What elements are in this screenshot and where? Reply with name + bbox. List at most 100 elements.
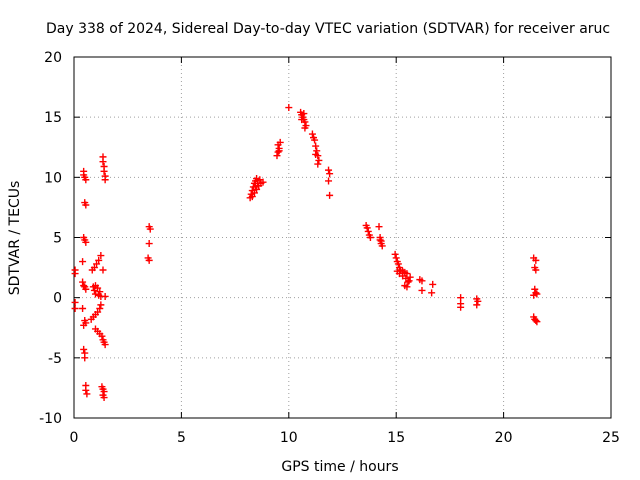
data-point-marker bbox=[80, 282, 88, 290]
data-point-marker bbox=[99, 158, 107, 166]
data-point-marker bbox=[80, 321, 88, 329]
data-point-marker bbox=[80, 345, 88, 353]
x-tick-label: 20 bbox=[495, 430, 513, 446]
x-tick-label: 5 bbox=[177, 430, 186, 446]
data-point-marker bbox=[252, 183, 260, 191]
x-axis-label: GPS time / hours bbox=[281, 459, 398, 475]
data-point-marker bbox=[71, 270, 79, 278]
data-point-marker bbox=[298, 116, 306, 124]
data-point-marker bbox=[308, 130, 316, 138]
data-point-marker bbox=[533, 290, 541, 298]
data-point-marker bbox=[99, 266, 107, 274]
data-point-marker bbox=[254, 179, 262, 187]
data-point-marker bbox=[79, 278, 87, 286]
data-point-marker bbox=[532, 266, 540, 274]
data-point-marker bbox=[326, 170, 334, 178]
data-point-marker bbox=[96, 304, 104, 312]
y-axis-label: SDTVAR / TECUs bbox=[7, 181, 23, 296]
data-point-marker bbox=[100, 167, 108, 175]
data-point-marker bbox=[146, 225, 154, 233]
data-point-marker bbox=[253, 175, 261, 183]
chart-title: Day 338 of 2024, Sidereal Day-to-day VTE… bbox=[46, 21, 610, 37]
data-point-marker bbox=[90, 286, 98, 294]
data-point-marker bbox=[98, 332, 106, 340]
data-point-marker bbox=[311, 136, 319, 144]
data-point-marker bbox=[101, 341, 109, 349]
data-point-marker bbox=[95, 256, 103, 264]
data-point-marker bbox=[256, 176, 264, 184]
data-point-marker bbox=[532, 256, 540, 264]
data-point-marker bbox=[273, 152, 281, 160]
x-tick-label: 0 bbox=[70, 430, 79, 446]
data-point-marker bbox=[375, 223, 383, 231]
x-tick-label: 15 bbox=[387, 430, 405, 446]
data-point-marker bbox=[325, 166, 333, 174]
x-tick-label: 25 bbox=[602, 430, 620, 446]
y-tick-label: 5 bbox=[53, 231, 62, 247]
data-point-marker bbox=[314, 160, 322, 168]
y-tick-label: 0 bbox=[53, 291, 62, 307]
data-point-marker bbox=[93, 260, 101, 268]
data-point-marker bbox=[82, 201, 90, 209]
data-point-marker bbox=[532, 317, 540, 325]
data-point-marker bbox=[363, 224, 371, 232]
data-point-marker bbox=[406, 273, 414, 281]
data-point-marker bbox=[457, 294, 465, 302]
data-point-marker bbox=[473, 301, 481, 309]
data-point-marker bbox=[90, 264, 98, 272]
data-point-marker bbox=[312, 142, 320, 150]
data-point-marker bbox=[145, 240, 153, 248]
data-point-marker bbox=[429, 280, 437, 288]
data-point-marker bbox=[82, 238, 90, 246]
data-point-marker bbox=[312, 150, 320, 158]
data-point-marker bbox=[531, 285, 539, 293]
data-point-marker bbox=[79, 258, 87, 266]
data-point-marker bbox=[405, 277, 413, 285]
data-point-marker bbox=[376, 236, 384, 244]
y-tick-label: 10 bbox=[44, 170, 62, 186]
data-point-marker bbox=[145, 256, 153, 264]
data-point-marker bbox=[101, 292, 109, 300]
data-point-marker bbox=[82, 285, 90, 293]
data-point-marker bbox=[403, 270, 411, 278]
data-point-marker bbox=[364, 227, 372, 235]
data-point-marker bbox=[94, 308, 102, 316]
data-point-marker bbox=[392, 254, 400, 262]
marker-layer bbox=[71, 104, 541, 402]
data-point-marker bbox=[97, 252, 105, 260]
data-point-marker bbox=[82, 176, 90, 184]
grid-layer bbox=[74, 57, 611, 418]
data-point-marker bbox=[325, 177, 333, 185]
data-point-marker bbox=[530, 291, 538, 299]
data-point-marker bbox=[418, 286, 426, 294]
data-point-marker bbox=[100, 394, 108, 402]
tick-layer: 0 5 10 15 20 25 -10 -5 0 5 10 15 20 bbox=[39, 50, 620, 446]
data-point-marker bbox=[100, 388, 108, 396]
data-point-marker bbox=[101, 176, 109, 184]
data-point-marker bbox=[418, 277, 426, 285]
data-point-marker bbox=[326, 191, 334, 199]
data-point-marker bbox=[82, 386, 90, 394]
y-tick-label: -5 bbox=[48, 351, 62, 367]
data-point-marker bbox=[403, 283, 411, 291]
y-tick-label: 20 bbox=[44, 50, 62, 66]
data-point-marker bbox=[394, 260, 402, 268]
data-point-marker bbox=[83, 390, 91, 398]
data-point-marker bbox=[404, 278, 412, 286]
data-point-marker bbox=[248, 193, 256, 201]
data-point-marker bbox=[315, 156, 323, 164]
data-point-marker bbox=[250, 189, 258, 197]
data-point-marker bbox=[474, 297, 482, 305]
data-point-marker bbox=[391, 250, 399, 258]
data-point-marker bbox=[274, 148, 282, 156]
data-point-marker bbox=[300, 110, 308, 118]
data-point-marker bbox=[301, 124, 309, 132]
data-point-marker bbox=[457, 303, 465, 311]
data-point-marker bbox=[79, 304, 87, 312]
data-point-marker bbox=[378, 242, 386, 250]
data-point-marker bbox=[533, 318, 541, 326]
y-tick-label: 15 bbox=[44, 110, 62, 126]
data-point-marker bbox=[276, 138, 284, 146]
